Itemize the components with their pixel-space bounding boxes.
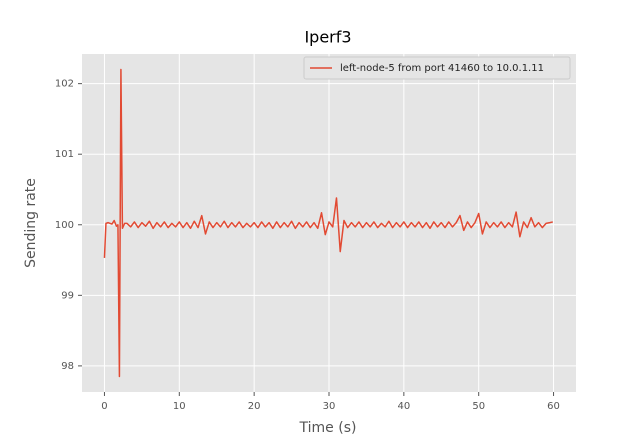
x-tick-label: 0 [101, 401, 107, 412]
legend-label: left-node-5 from port 41460 to 10.0.1.11 [340, 63, 544, 74]
y-tick-label: 101 [55, 149, 74, 160]
x-tick-label: 20 [248, 401, 261, 412]
lines [103, 68, 553, 378]
y-tick-label: 98 [61, 361, 74, 372]
y-tick-label: 100 [55, 220, 74, 231]
x-tick-label: 10 [173, 401, 186, 412]
x-tick-label: 40 [397, 401, 410, 412]
series-line [103, 68, 553, 378]
legend: left-node-5 from port 41460 to 10.0.1.11 [303, 56, 571, 80]
y-tick-label: 99 [61, 290, 74, 301]
chart-title: Iperf3 [304, 28, 351, 47]
x-tick-label: 60 [547, 401, 560, 412]
x-tick-label: 30 [323, 401, 336, 412]
x-tick-label: 50 [472, 401, 485, 412]
y-tick-label: 102 [55, 79, 74, 90]
y-axis-label: Sending rate [23, 178, 39, 268]
legend-box [303, 56, 571, 80]
x-axis-label: Time (s) [299, 420, 357, 436]
